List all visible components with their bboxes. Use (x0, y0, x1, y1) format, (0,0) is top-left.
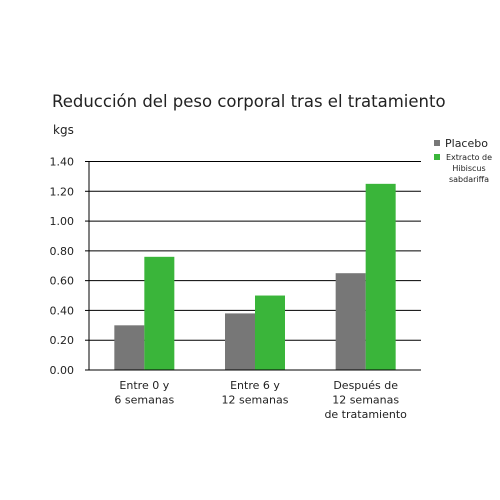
y-tick-label: 0.60 (50, 275, 75, 288)
x-tick-label: de tratamiento (324, 408, 407, 421)
bar-hibiscus (365, 183, 396, 370)
bar-placebo (335, 273, 366, 370)
legend-swatch-placebo (434, 140, 440, 146)
chart-title: Reducción del peso corporal tras el trat… (52, 92, 446, 111)
y-tick-label: 1.00 (50, 215, 75, 228)
y-tick-label: 0.20 (50, 334, 75, 347)
bar-placebo (225, 313, 255, 370)
bar-hibiscus (144, 256, 175, 370)
bar-hibiscus (255, 295, 285, 370)
legend-label-hibiscus: Hibiscus (452, 164, 485, 173)
y-tick-label: 1.40 (50, 156, 75, 169)
x-tick-label: 12 semanas (222, 394, 289, 407)
legend-label-placebo: Placebo (445, 137, 488, 150)
x-tick-label: Entre 6 y (230, 379, 280, 392)
legend-label-hibiscus: Extracto de (446, 153, 492, 162)
bars (89, 183, 421, 371)
y-tick-label: 0.40 (50, 304, 75, 317)
y-axis-label: kgs (53, 123, 74, 137)
legend: Placebo Extracto de Hibiscus sabdariffa (434, 137, 492, 184)
legend-swatch-hibiscus (434, 154, 440, 160)
x-tick-label: Después de (333, 379, 398, 392)
y-tick-label: 1.20 (50, 185, 75, 198)
legend-label-hibiscus: sabdariffa (449, 175, 489, 184)
y-axis-ticks: 0.00 0.20 0.40 0.60 0.80 1.00 1.20 1.40 (50, 156, 75, 378)
x-axis-labels: Entre 0 y 6 semanas Entre 6 y 12 semanas Des… (114, 379, 407, 421)
y-tick-label: 0.80 (50, 245, 75, 258)
x-tick-label: Entre 0 y (119, 379, 169, 392)
y-tick-label: 0.00 (50, 364, 75, 377)
bar-placebo (114, 325, 145, 370)
x-tick-label: 6 semanas (114, 394, 174, 407)
x-tick-label: 12 semanas (332, 394, 399, 407)
